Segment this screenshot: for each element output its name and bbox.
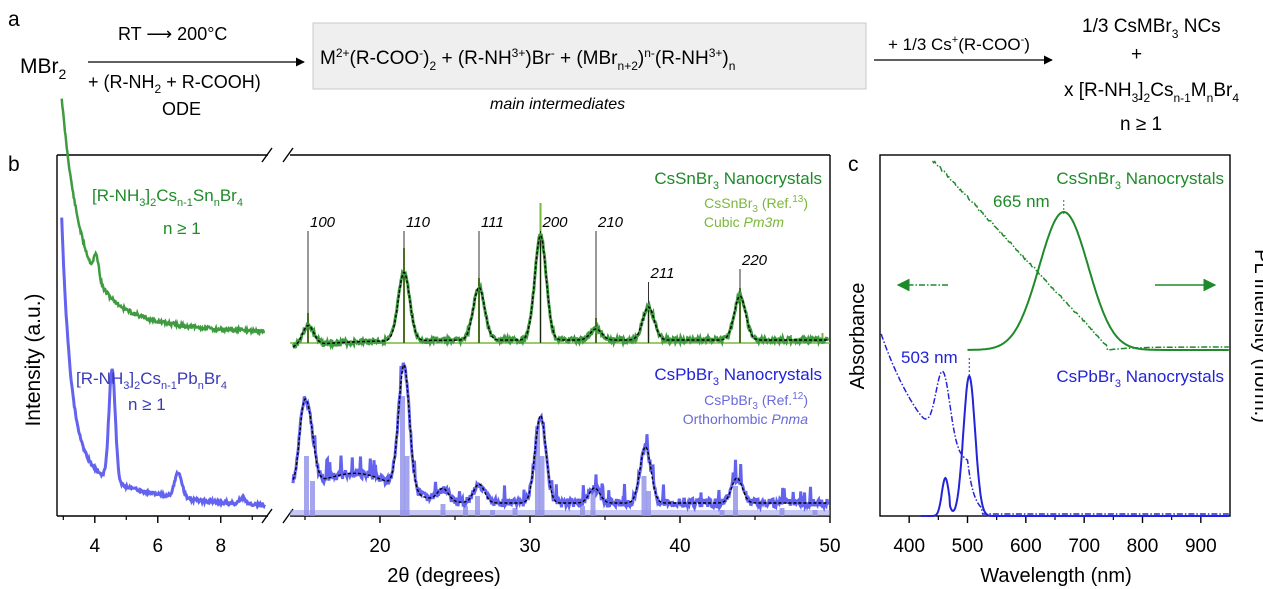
pb-pl-peak-label: 503 nm <box>901 348 958 367</box>
panel-c: c Absorbance PL Intensity (norm.) 400 500… <box>847 153 1263 587</box>
axis-break-marks <box>261 147 294 524</box>
cspbbr3-lowangle-xrd-curve <box>60 217 266 511</box>
sn-title: CsSnBr3 Nanocrystals <box>654 169 822 192</box>
cssnbr3-absorbance-curve <box>931 160 1229 351</box>
hkl-label-100: 100 <box>310 214 336 231</box>
x-tick-label: 8 <box>215 536 226 557</box>
x-tick-label: 20 <box>369 536 390 557</box>
x-tick-label: 700 <box>1068 536 1100 557</box>
pb-reference-stick <box>310 481 315 516</box>
x-tick-label: 4 <box>90 536 101 557</box>
sn-title-c: CsSnBr3 Nanocrystals <box>1056 169 1224 192</box>
pb-reference-stick <box>590 491 596 516</box>
panel-c-ylabel-right: PL Intensity (norm.) <box>1250 249 1263 423</box>
pb-n-annotation: n ≥ 1 <box>128 395 166 414</box>
arrow1-conditions-top: RT ⟶ 200°C <box>118 24 227 44</box>
x-tick-label: 900 <box>1185 536 1217 557</box>
x-tick-label: 400 <box>893 536 925 557</box>
sn-phase-label: Cubic Pm3m <box>704 214 784 230</box>
cspbbr3-reference-pattern <box>290 396 830 516</box>
panel-b-label: b <box>8 153 20 176</box>
x-tick-label: 30 <box>519 536 540 557</box>
pb-title-c: CsPbBr3 Nanocrystals <box>1056 367 1224 390</box>
intermediates-caption: main intermediates <box>490 96 625 113</box>
pb-reference-baseline <box>290 510 830 516</box>
sn-ref-label: CsSnBr3 (Ref.13) <box>704 194 808 215</box>
panel-c-xlabel: Wavelength (nm) <box>980 565 1132 587</box>
product-plus: + <box>1131 44 1142 65</box>
cssnbr3-pl-curve <box>967 211 1229 351</box>
pb-phase-label: Orthorhombic Pnma <box>683 411 808 427</box>
panel-b: b Intensity (a.u.) 4 6 8 20 30 40 50 2θ (degre… <box>8 98 841 587</box>
panel-c-frame <box>879 154 1231 517</box>
cspbbr3-absorbance-curve <box>880 333 1229 515</box>
sn-layered-annotation: [R-NH3]2Csn-1SnnBr4 <box>92 186 243 209</box>
panel-c-ylabel-left: Absorbance <box>847 283 869 390</box>
panel-c-ticks: 400 500 600 700 800 900 <box>893 516 1217 557</box>
product-layered: x [R-NH3]2Csn-1MnBr4 <box>1064 80 1239 105</box>
x-tick-label: 500 <box>952 536 984 557</box>
pb-ref-label: CsPbBr3 (Ref.12) <box>704 391 808 412</box>
panel-b-ylabel: Intensity (a.u.) <box>22 293 45 426</box>
intermediates-formula: M2+(R-COO-)2 + (R-NH3+)Br- + (MBrn+2)n-(… <box>320 46 735 73</box>
hkl-label-220: 220 <box>741 252 768 269</box>
hkl-label-111: 111 <box>481 214 504 231</box>
panel-b-xlabel: 2θ (degrees) <box>387 565 500 587</box>
pb-layered-annotation: [R-NH3]2Csn-1PbnBr4 <box>76 369 227 392</box>
panel-b-ticks: 4 6 8 20 30 40 50 <box>62 516 841 557</box>
pb-reference-stick <box>535 426 540 516</box>
arrow2-conditions-top: + 1/3 Cs+(R-COO-) <box>888 34 1030 54</box>
pb-reference-stick <box>646 491 651 516</box>
intermediates-box <box>312 22 867 90</box>
hkl-label-200: 200 <box>542 214 569 231</box>
panel-c-label: c <box>848 153 859 176</box>
x-tick-label: 50 <box>819 536 840 557</box>
sn-pl-peak-label: 665 nm <box>993 192 1050 211</box>
solvent-label: ODE <box>162 99 201 119</box>
cspbbr3-fit-curve <box>292 363 829 504</box>
pb-reference-stick <box>733 486 738 516</box>
pb-reference-stick <box>400 396 405 516</box>
sn-n-annotation: n ≥ 1 <box>163 219 201 238</box>
hkl-label-110: 110 <box>406 214 431 231</box>
hkl-label-210: 210 <box>597 214 624 231</box>
pb-title: CsPbBr3 Nanocrystals <box>654 365 822 388</box>
product-nanocrystals: 1/3 CsMBr3 NCs <box>1082 16 1221 41</box>
hkl-label-211: 211 <box>650 265 675 282</box>
cspbbr3-pl-curve <box>920 374 1229 517</box>
pb-reference-stick <box>641 476 647 516</box>
pb-reference-stick <box>304 456 309 516</box>
cssnbr3-fit-curve <box>292 234 829 348</box>
panel-a-label: a <box>8 8 20 31</box>
pb-reference-stick <box>404 456 410 516</box>
product-n-condition: n ≥ 1 <box>1120 114 1162 135</box>
pb-reference-stick <box>475 496 480 516</box>
pb-reference-stick <box>539 456 545 516</box>
hkl-index-lines: 100 110 111 200 210 211 220 <box>307 214 768 343</box>
cspbbr3-xrd-curve <box>291 362 830 513</box>
x-tick-label: 40 <box>669 536 690 557</box>
x-tick-label: 600 <box>1010 536 1042 557</box>
reactant-label: MBr2 <box>20 55 67 82</box>
x-tick-label: 6 <box>152 536 163 557</box>
arrow1-conditions-bottom: + (R-NH2 + R-COOH) <box>88 72 261 96</box>
cssnbr3-lowangle-xrd-curve <box>60 98 266 337</box>
x-tick-label: 800 <box>1127 536 1159 557</box>
panel-a: a MBr2 RT ⟶ 200°C + (R-NH2 + R-COOH) ODE… <box>8 8 1239 135</box>
